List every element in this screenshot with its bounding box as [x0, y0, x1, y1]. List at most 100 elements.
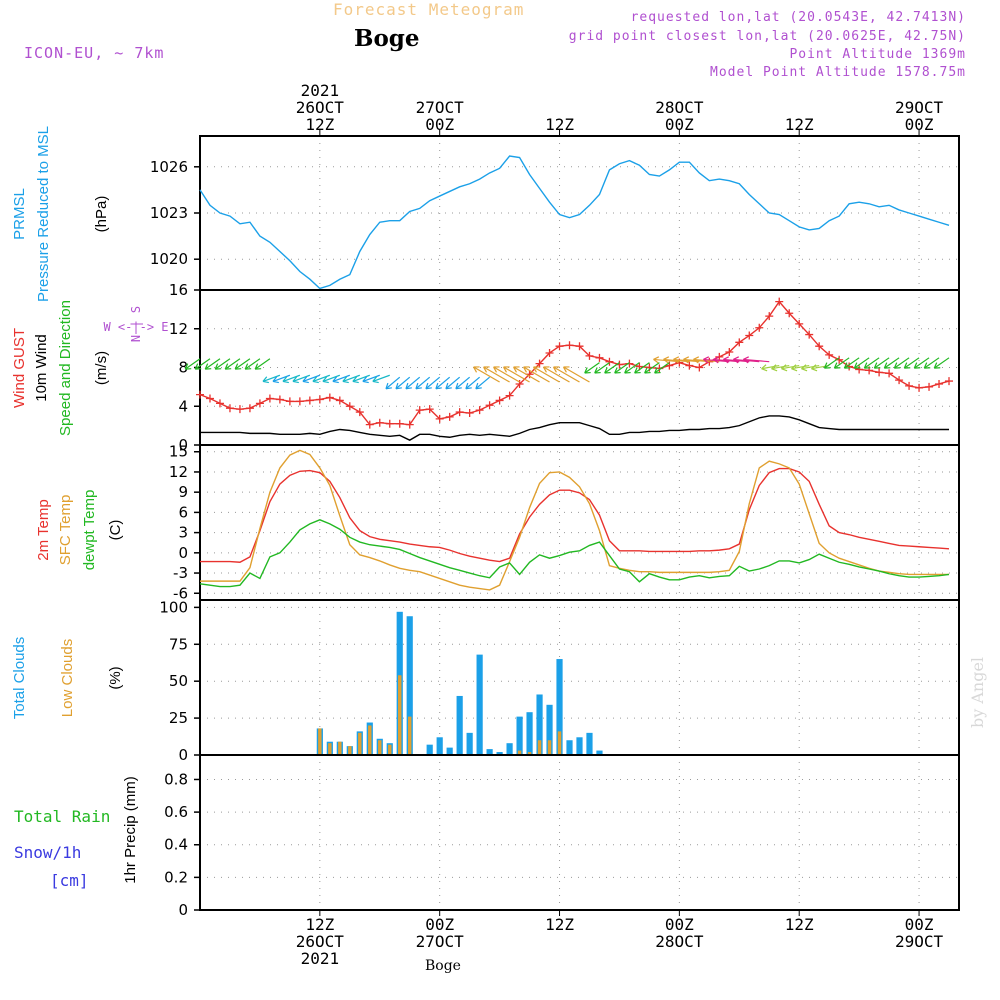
y-tick-label: 0.6 — [164, 803, 188, 821]
wind-arrow — [761, 364, 780, 372]
gust-marker — [745, 331, 754, 340]
wind-arrow-shaft — [362, 374, 380, 382]
gust-marker — [196, 390, 204, 399]
wind-arrow-head — [771, 364, 778, 372]
gust-marker — [255, 399, 264, 408]
wind-arrow-head — [425, 382, 432, 390]
wind-arrow-head — [312, 376, 319, 384]
wind-arrow — [465, 376, 481, 390]
gust-marker — [765, 312, 774, 321]
time-label-bottom: 00Z — [905, 915, 934, 934]
wind-arrow — [543, 366, 570, 383]
wind-arrow — [624, 362, 640, 374]
bar-total-clouds — [576, 737, 583, 755]
wind-arrow — [234, 358, 251, 370]
wind-arrow — [194, 358, 211, 370]
y-tick-label: 0.2 — [164, 868, 188, 886]
wind-arrow-shaft — [761, 364, 780, 370]
bar-total-clouds — [596, 750, 603, 755]
gust-marker — [785, 309, 794, 318]
wind-arrow-head — [811, 364, 818, 372]
wind-arrow — [742, 356, 770, 364]
series-line-sfc-temp — [200, 449, 950, 591]
model-label: ICON-EU, ~ 7km — [24, 44, 165, 62]
gust-marker — [725, 348, 734, 356]
wind-arrow-head — [493, 366, 500, 373]
wind-arrow — [791, 364, 810, 372]
wind-arrow-shaft — [893, 357, 910, 369]
wind-arrow-head — [523, 366, 530, 373]
wind-arrow-head — [244, 363, 252, 370]
wind-arrow-head — [683, 356, 690, 364]
wind-arrow-shaft — [834, 357, 850, 369]
wind-arrow — [513, 366, 540, 383]
wind-arrow — [262, 374, 281, 384]
wind-arrow — [352, 374, 370, 384]
gust-marker — [515, 379, 524, 388]
wind-arrow — [362, 374, 380, 384]
wind-arrow — [272, 374, 291, 384]
wind-arrow-head — [693, 356, 700, 364]
y-tick-label: -6 — [173, 584, 188, 602]
wind-arrow — [781, 364, 800, 372]
wind-arrow-head — [234, 363, 242, 370]
wind-arrow-shaft — [791, 364, 810, 370]
bar-low-clouds — [537, 740, 542, 755]
gust-marker — [385, 419, 394, 428]
panel-pressure: 1020 1023 1026 — [150, 135, 960, 291]
precip-legend-item: Snow/1h — [14, 843, 81, 862]
gust-marker — [565, 341, 574, 350]
time-label-top: 27OCT — [416, 98, 465, 117]
requested-coords: requested lon,lat (20.0543E, 42.7413N) — [630, 10, 966, 25]
wind-arrow-head — [853, 362, 861, 369]
wind-arrow — [654, 362, 670, 374]
wind-arrow-head — [465, 382, 472, 390]
gust-marker — [485, 401, 494, 410]
wind-arrow-head — [614, 367, 621, 374]
y-tick-label: 1020 — [150, 250, 188, 268]
wind-arrow-head — [435, 382, 442, 390]
gust-marker — [915, 383, 924, 392]
wind-arrow — [372, 374, 390, 384]
gust-marker — [825, 350, 834, 359]
wind-arrow — [475, 376, 491, 390]
bar-low-clouds — [557, 731, 562, 755]
wind-arrow-head — [503, 366, 510, 373]
wind-arrow-head — [673, 356, 680, 364]
wind-arrow-shaft — [332, 374, 351, 382]
gust-marker — [375, 418, 384, 427]
gust-marker — [685, 361, 694, 370]
gust-marker — [935, 379, 944, 388]
y-tick-label: 50 — [169, 672, 188, 690]
wind-axis-label: Wind GUST — [11, 328, 28, 408]
gust-marker — [505, 391, 514, 400]
gust-marker — [455, 408, 464, 417]
wind-arrow-head — [445, 382, 452, 390]
wind-arrow-shaft — [854, 357, 870, 369]
wind-arrow-shaft — [533, 366, 560, 383]
wind-arrow-head — [405, 382, 412, 390]
wind-arrow-shaft — [824, 357, 840, 369]
panel-frame — [199, 599, 960, 756]
wind-arrow — [923, 357, 940, 369]
wind-arrow — [823, 357, 840, 369]
wind-arrow — [332, 374, 351, 384]
bar-low-clouds — [388, 744, 392, 755]
wind-arrow-shaft — [624, 362, 640, 374]
wind-arrow-shaft — [493, 366, 520, 383]
gust-marker — [855, 365, 864, 374]
bar-total-clouds — [446, 747, 453, 755]
bar-total-clouds — [506, 743, 513, 755]
time-label-bottom: 28OCT — [655, 932, 704, 951]
wind-arrow-head — [624, 367, 631, 374]
y-tick-label: 1026 — [150, 158, 188, 176]
y-tick-label: 1023 — [150, 204, 188, 222]
time-label-top: 2021 — [301, 81, 340, 100]
gust-marker — [605, 357, 614, 366]
wind-arrow-head — [302, 376, 309, 384]
wind-arrow-shaft — [543, 366, 570, 383]
y-tick-label: 0 — [178, 901, 188, 919]
wind-arrow-shaft — [781, 364, 800, 370]
bar-total-clouds — [586, 732, 593, 755]
gust-marker — [435, 414, 444, 423]
